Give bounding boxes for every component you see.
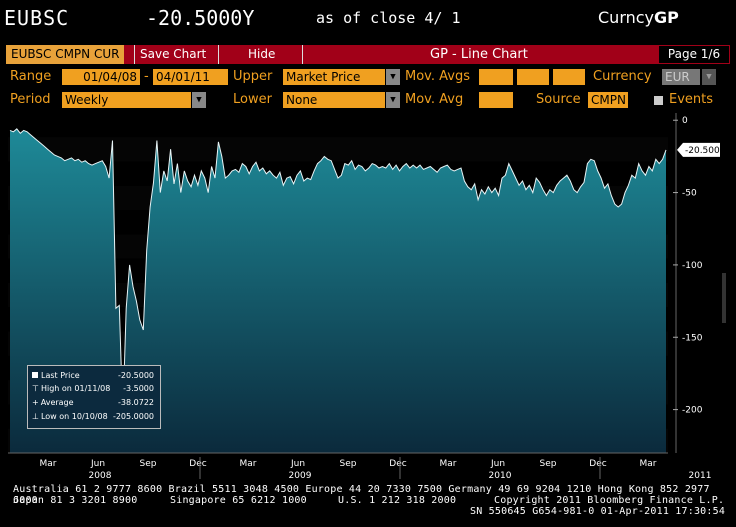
x-month-label: Sep xyxy=(540,459,557,469)
x-axis: Mar Jun Sep Dec Mar Jun Sep Dec Mar Jun Sep Dec Mar 2… xyxy=(8,452,712,481)
ticker-symbol: EUBSC xyxy=(4,6,70,30)
x-month-label: Dec xyxy=(589,459,606,469)
mov-avg-lower-input[interactable] xyxy=(479,92,513,108)
chevron-down-icon[interactable]: ▼ xyxy=(386,92,400,108)
footer-contacts-1: Australia 61 2 9777 8600 Brazil 5511 304… xyxy=(13,484,710,506)
toolbar-divider xyxy=(134,45,135,64)
range-end-input[interactable]: 04/01/11 xyxy=(153,69,228,85)
hide-button[interactable]: Hide xyxy=(248,47,276,61)
mov-avg-2-input[interactable] xyxy=(517,69,549,85)
upper-select[interactable]: Market Price xyxy=(283,69,385,85)
x-year-label: 2008 xyxy=(89,471,112,481)
as-of-date: as of close 4/ 1 xyxy=(316,9,461,27)
scrollbar[interactable] xyxy=(722,273,726,323)
x-month-label: Mar xyxy=(440,459,457,469)
legend-average-label: Average xyxy=(40,398,74,407)
high-marker-icon: ⊤ xyxy=(32,384,39,393)
last-price-tag-label: -20.5000 xyxy=(685,146,726,156)
footer-japan: Japan 81 3 3201 8900 xyxy=(13,495,138,506)
y-tick-label: 0 xyxy=(682,116,688,126)
x-month-label: Mar xyxy=(640,459,657,469)
area-series xyxy=(10,128,666,453)
low-marker-icon: ⊥ xyxy=(32,412,39,421)
toolbar-divider xyxy=(302,45,303,64)
y-tick-label: -50 xyxy=(682,189,697,199)
chart-legend: Last Price -20.5000 ⊤ High on 01/11/08 -3.5… xyxy=(27,365,161,429)
toolbar-divider xyxy=(218,45,219,64)
y-axis: 0 -50 -100 -150 -200 xyxy=(673,113,703,453)
footer-session: SN 550645 G654-981-0 01-Apr-2011 17:30:5… xyxy=(470,506,726,517)
legend-high: ⊤ High on 01/11/08 -3.5000 xyxy=(32,384,156,394)
x-year-label: 2010 xyxy=(489,471,512,481)
source-input[interactable]: CMPN xyxy=(588,92,628,108)
upper-label: Upper xyxy=(233,69,273,84)
x-month-label: Sep xyxy=(140,459,157,469)
security-header xyxy=(0,0,736,40)
range-label: Range xyxy=(10,69,52,84)
legend-last: Last Price -20.5000 xyxy=(32,371,156,381)
legend-low: ⊥ Low on 10/10/08 -205.0000 xyxy=(32,412,156,422)
legend-average: + Average -38.0722 xyxy=(32,398,156,408)
last-value: -20.5000Y xyxy=(146,6,255,30)
x-year-label: 2011 xyxy=(689,471,712,481)
x-year-label: 2009 xyxy=(289,471,312,481)
footer-us: U.S. 1 212 318 2000 xyxy=(338,495,457,506)
page-indicator[interactable]: Page 1/6 xyxy=(658,45,730,64)
period-label: Period xyxy=(10,92,51,107)
legend-last-value: -20.5000 xyxy=(118,371,154,380)
chevron-down-icon[interactable]: ▼ xyxy=(386,69,400,85)
legend-last-label: Last Price xyxy=(41,371,80,380)
mov-avg-label: Mov. Avg xyxy=(405,92,464,107)
legend-low-value: -205.0000 xyxy=(112,412,154,421)
legend-low-label: Low on 10/10/08 xyxy=(40,412,108,421)
source-label: Source xyxy=(536,92,581,107)
security-field[interactable]: EUBSC CMPN CUR xyxy=(6,45,125,64)
footer-singapore: Singapore 65 6212 1000 xyxy=(170,495,307,506)
footer-copyright: Copyright 2011 Bloomberg Finance L.P. xyxy=(494,495,725,506)
y-tick-label: -200 xyxy=(682,406,703,416)
range-start-input[interactable]: 01/04/08 xyxy=(62,69,140,85)
chevron-down-icon[interactable]: ▼ xyxy=(702,69,716,85)
period-select[interactable]: Weekly xyxy=(62,92,191,108)
mov-avg-1-input[interactable] xyxy=(479,69,513,85)
toolbar xyxy=(6,45,730,64)
x-month-label: Mar xyxy=(240,459,257,469)
x-month-label: Mar xyxy=(40,459,57,469)
y-tick-label: -150 xyxy=(682,333,703,343)
x-month-label: Dec xyxy=(189,459,206,469)
line-series xyxy=(9,128,667,417)
plot-band xyxy=(8,113,668,138)
currency-select[interactable]: EUR xyxy=(662,69,700,85)
save-chart-button[interactable]: Save Chart xyxy=(140,47,207,61)
legend-high-label: High on 01/11/08 xyxy=(40,384,111,393)
x-month-label: Jun xyxy=(490,459,505,469)
chart-title: GP - Line Chart xyxy=(430,47,528,62)
last-price-tag-shape xyxy=(677,142,720,157)
chevron-down-icon[interactable]: ▼ xyxy=(192,92,206,108)
market-sector-function: CurncyGP xyxy=(598,8,679,27)
x-month-label: Sep xyxy=(340,459,357,469)
plus-icon: + xyxy=(32,398,39,407)
legend-average-value: -38.0722 xyxy=(118,398,154,407)
mov-avg-3-input[interactable] xyxy=(553,69,585,85)
square-icon xyxy=(32,372,38,378)
lower-label: Lower xyxy=(233,92,272,107)
last-price-tag: -20.5000 xyxy=(677,142,726,157)
legend-high-value: -3.5000 xyxy=(123,384,154,393)
x-month-label: Dec xyxy=(389,459,406,469)
events-label: Events xyxy=(669,92,714,107)
currency-label: Currency xyxy=(593,69,652,84)
mov-avgs-label: Mov. Avgs xyxy=(405,69,470,84)
x-month-label: Jun xyxy=(90,459,105,469)
y-tick-label: -100 xyxy=(682,261,703,271)
events-checkbox[interactable] xyxy=(654,96,663,105)
plot-band xyxy=(8,137,668,162)
function-code: GP xyxy=(654,8,679,27)
x-month-label: Jun xyxy=(290,459,305,469)
lower-select[interactable]: None xyxy=(283,92,385,108)
range-dash: - xyxy=(144,69,149,84)
market-sector: Curncy xyxy=(598,8,655,27)
